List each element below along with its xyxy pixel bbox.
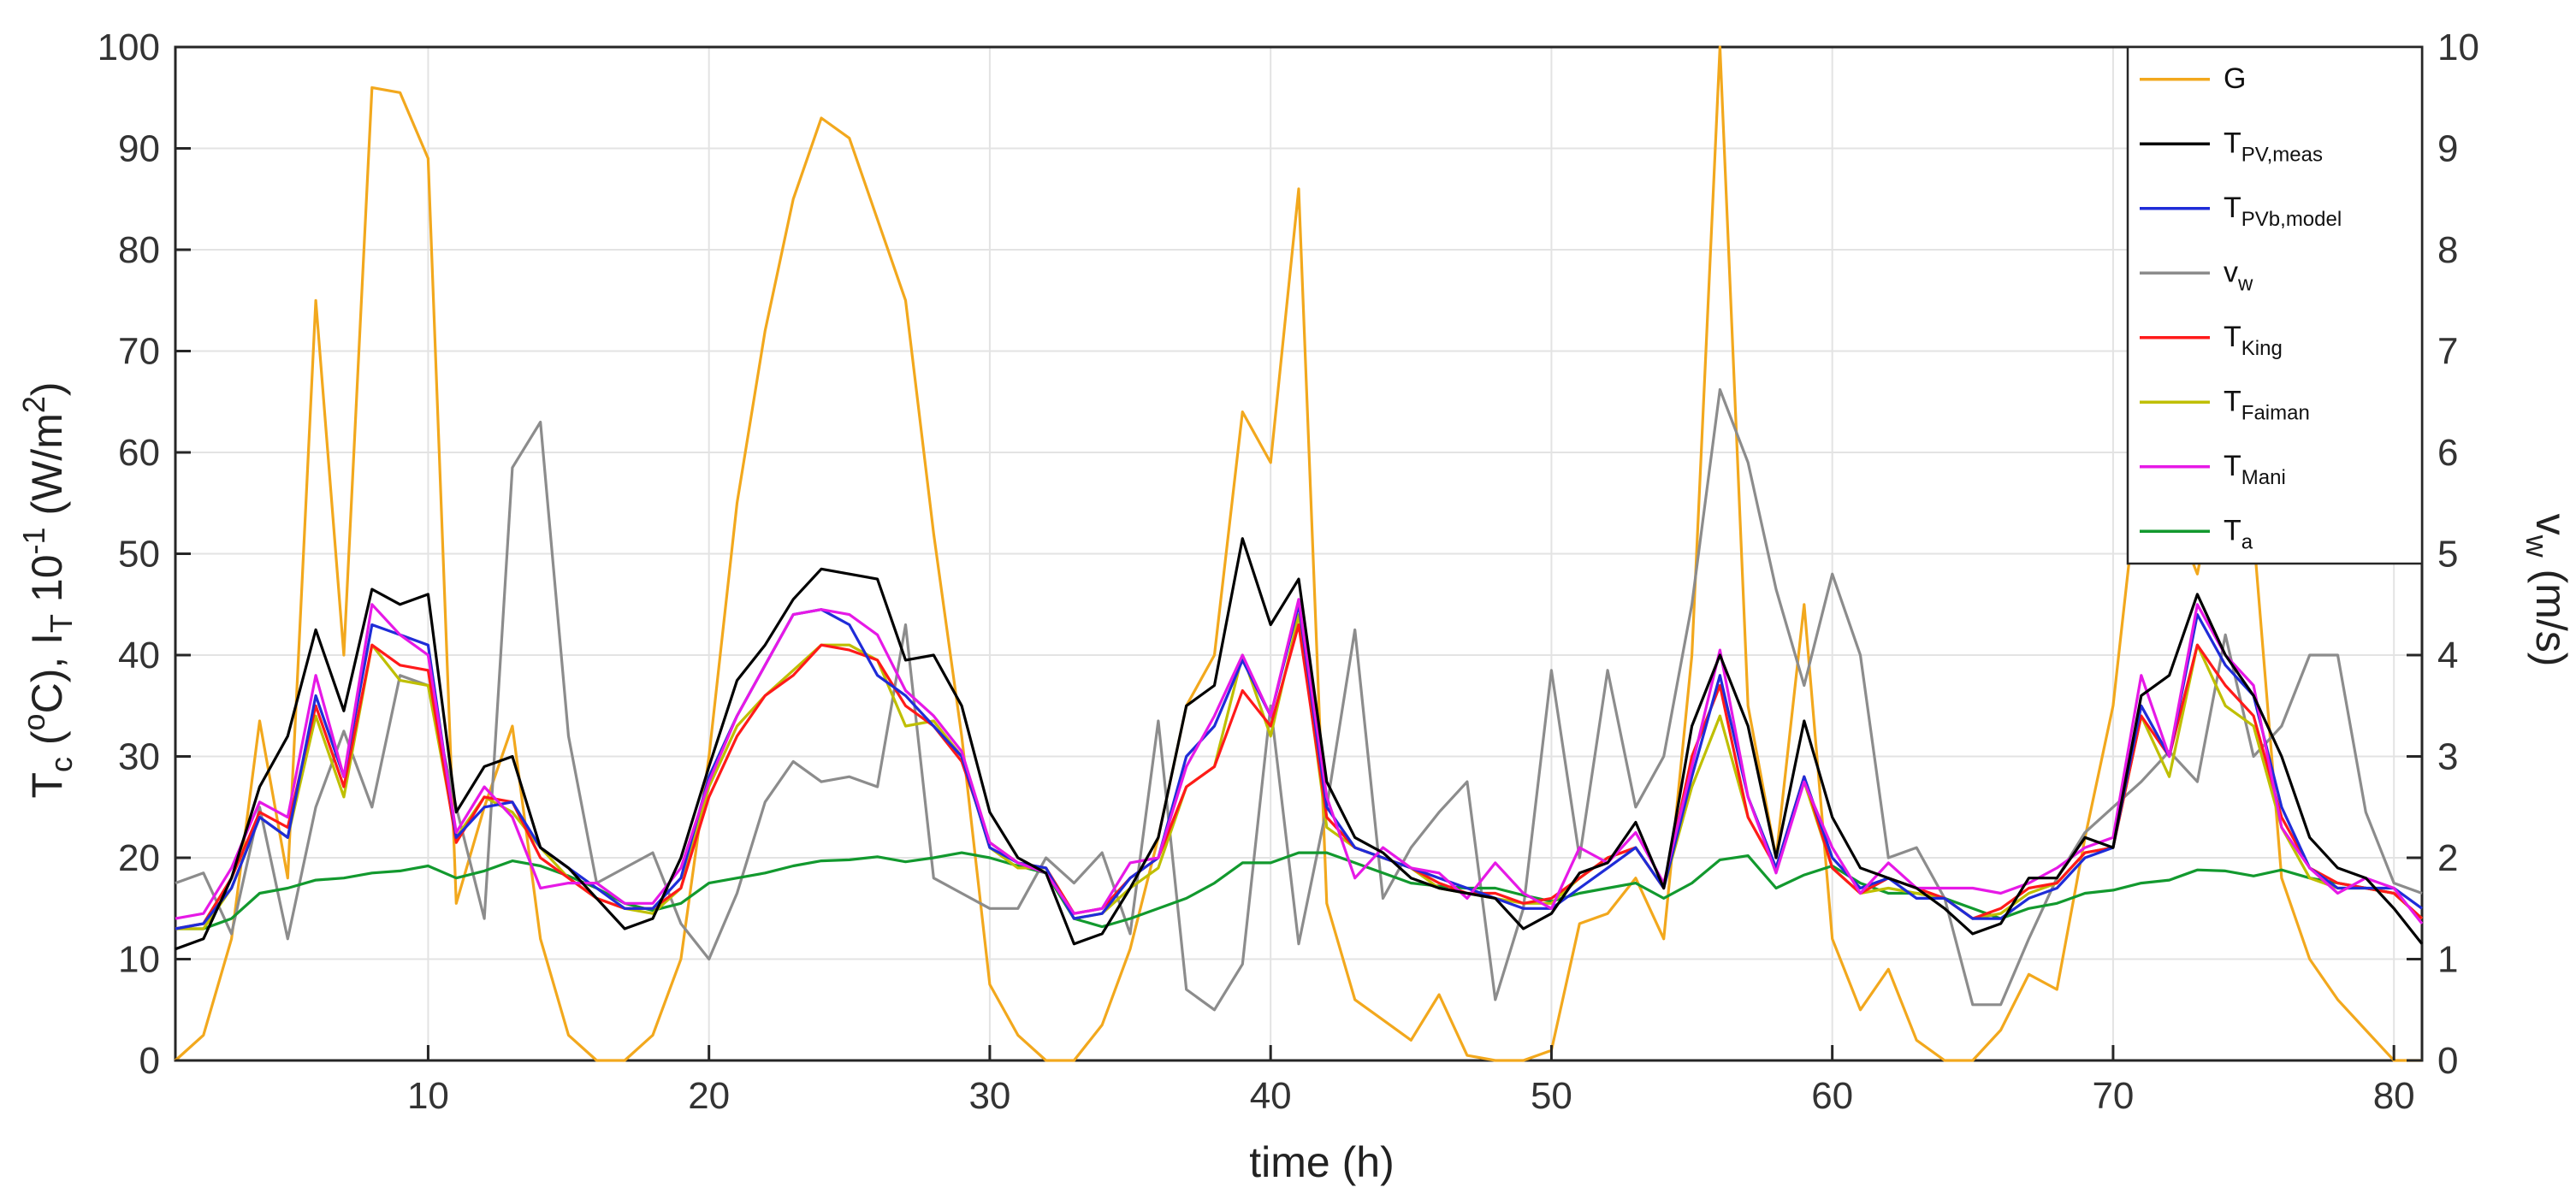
y-right-tick-label: 0 <box>2437 1040 2458 1082</box>
y-right-tick-label: 6 <box>2437 432 2458 474</box>
y-right-tick-label: 8 <box>2437 229 2458 271</box>
legend-label: TFaiman <box>2224 385 2310 424</box>
legend-label: TMani <box>2224 450 2286 489</box>
y-right-tick-label: 1 <box>2437 939 2458 981</box>
x-tick-label: 60 <box>1811 1075 1853 1117</box>
y-left-tick-label: 30 <box>118 736 160 778</box>
y-right-tick-label: 4 <box>2437 635 2458 676</box>
y-right-tick-label: 5 <box>2437 534 2458 576</box>
legend-label: TKing <box>2224 321 2283 360</box>
y-right-tick-label: 10 <box>2437 27 2479 68</box>
y-left-tick-label: 40 <box>118 635 160 676</box>
series-line-t-king <box>175 623 2424 930</box>
legend-label: vw <box>2224 256 2253 295</box>
series-line-v-w <box>175 387 2423 1012</box>
x-tick-label: 80 <box>2373 1075 2415 1117</box>
y-right-tick-label: 9 <box>2437 128 2458 170</box>
series-line-t-a <box>175 851 2424 930</box>
y-left-tick-label: 10 <box>118 939 160 981</box>
y-right-tick-label: 3 <box>2437 736 2458 778</box>
y-left-tick-label: 100 <box>98 27 160 68</box>
y-right-tick-label: 2 <box>2437 837 2458 879</box>
y-left-tick-label: 80 <box>118 229 160 271</box>
y-left-tick-label: 20 <box>118 837 160 879</box>
x-axis-label: time (h) <box>1249 1138 1394 1186</box>
y-left-tick-label: 0 <box>139 1040 160 1082</box>
y-right-tick-label: 7 <box>2437 331 2458 373</box>
series-layer <box>174 45 2424 1062</box>
series-line-g <box>174 45 2422 1062</box>
y-left-tick-label: 50 <box>118 534 160 576</box>
x-tick-label: 20 <box>688 1075 730 1117</box>
y-left-tick-label: 70 <box>118 331 160 373</box>
legend-label: G <box>2224 62 2246 95</box>
series-line-t-pv-meas <box>175 537 2424 951</box>
legend-label: Ta <box>2224 514 2253 553</box>
series-line-t-faiman <box>175 612 2424 930</box>
legend: G TPV,meas TPVb,model vw TKing TFaiman TMani Ta <box>2126 45 2424 565</box>
x-tick-label: 30 <box>968 1075 1010 1117</box>
legend-label: TPVb,model <box>2224 192 2342 231</box>
legend-label: TPV,meas <box>2224 127 2323 166</box>
x-tick-label: 70 <box>2092 1075 2134 1117</box>
x-tick-label: 10 <box>407 1075 449 1117</box>
x-tick-label: 50 <box>1531 1075 1572 1117</box>
tick-labels: 10 20 30 40 50 60 70 80 0 10 20 30 40 50 60 70 80 90 100 0 1… <box>98 27 2479 1117</box>
legend-box <box>2126 45 2424 565</box>
y-axis-left-label: Tc (oC), IT 10-1 (W/m2) <box>16 381 79 798</box>
y-left-tick-label: 60 <box>118 432 160 474</box>
y-left-tick-label: 90 <box>118 128 160 170</box>
x-tick-label: 40 <box>1250 1075 1292 1117</box>
series-line-t-mani <box>175 598 2424 924</box>
